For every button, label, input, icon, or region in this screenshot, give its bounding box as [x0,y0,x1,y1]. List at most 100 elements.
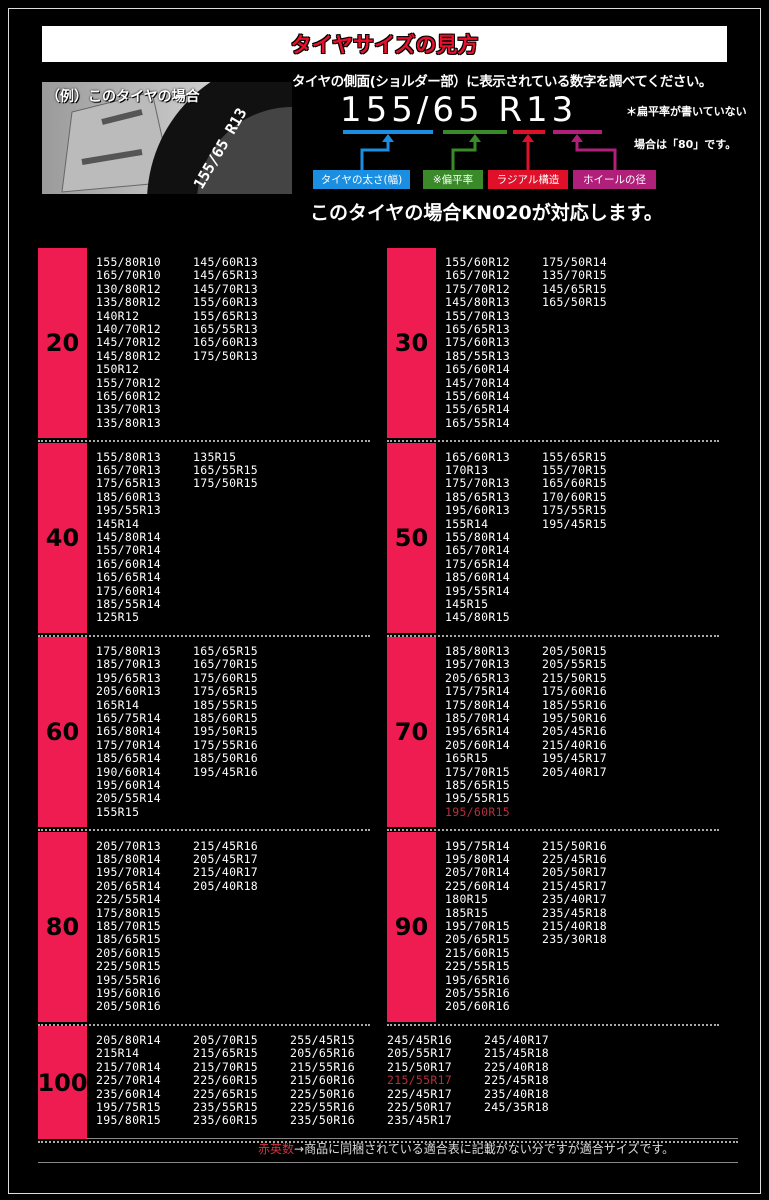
tire-size: 225/60R15 [193,1073,259,1088]
tire-size: 195/75R14 [445,838,511,853]
tire-size: 175/50R15 [193,476,259,491]
tire-size: 155R15 [96,804,140,819]
tire-size: 195/55R13 [96,503,162,518]
tire-size: 205/70R15 [193,1033,259,1047]
separator [38,634,370,637]
tire-size: 175/70R13 [445,476,511,491]
tire-size: 155/60R14 [445,389,511,403]
tire-size: 215/40R18 [542,918,608,933]
tire-size: 205/70R13 [96,838,162,853]
tire-size: 165/70R13 [96,462,162,477]
tire-size: 165/65R14 [96,570,162,585]
tire-size: 175/55R16 [193,737,259,752]
separator [387,829,719,831]
tire-size: 155/70R13 [445,308,511,323]
note-line: ＊扁平率が書いていない [626,105,747,118]
tire-size: 205/45R16 [542,724,608,739]
tire-size: 125R15 [96,610,140,625]
tire-size: 235/30R18 [542,932,608,947]
tire-size: 195/60R14 [96,778,162,792]
tire-size: 195/45R16 [193,764,259,779]
size-text: 155/65 R13 [340,90,578,130]
tire-size: 215/60R16 [290,1073,356,1088]
instruction: タイヤの側面(ショルダー部）に表示されている数字を調べてください。 [292,74,712,90]
tire-size: 165/60R14 [96,556,162,571]
tire-size: 195/60R13 [445,503,511,518]
tire-size: 185/55R14 [96,596,162,611]
tire-size: 195/55R15 [445,791,511,806]
tire-size: 205/65R14 [96,878,162,893]
example-label: （例）このタイヤの場合 [46,89,200,105]
tire-size: 235/45R17 [387,1113,453,1128]
tire-size: 185/65R13 [445,489,511,504]
divider [38,1138,738,1139]
tire-size: 145/70R14 [445,375,511,390]
tire-size: 175/60R14 [96,583,162,598]
tire-size: 195/50R16 [542,711,608,725]
tire-size: 185/65R14 [96,751,162,766]
tire-size: 225/50R15 [96,959,162,974]
tire-size: 145R15 [445,596,489,611]
tire-size: 205/50R15 [542,644,608,658]
tire-size: 175/65R15 [193,684,259,699]
tire-size: 145/65R15 [542,281,608,296]
tire-size: 205/80R14 [96,1033,162,1047]
tire-size: 165/60R15 [542,476,608,491]
tire-size: 175/70R12 [445,281,511,296]
tire-size: 215/55R17 [387,1073,453,1088]
tire-size: 205/70R14 [445,865,511,880]
tire-size: 195/50R15 [193,724,259,739]
tire-size: 215/60R15 [445,945,511,960]
note-line: 場合は「80」です。 [634,138,737,151]
tire-size: 215/40R17 [193,865,259,880]
group-label: 50 [387,442,436,633]
tire-size: 150R12 [96,362,140,377]
tire-size: 155/70R14 [96,543,162,558]
tire-size: 205/65R15 [445,932,511,947]
tire-size: 165/65R15 [193,644,259,658]
tire-size: 175/80R15 [96,905,162,920]
tire-size: 185/60R14 [445,570,511,585]
tire-size: 165/55R13 [193,322,259,336]
footer: 赤英数→商品に同梱されている適合表に記載がない分ですが適合サイズです。 [258,1140,674,1157]
tire-size: 195/70R14 [96,865,162,880]
separator [38,829,370,831]
tire-size: 175/80R14 [445,697,511,712]
tire-size: 170R13 [445,462,489,477]
tire-size: 215/45R17 [542,878,608,893]
tire-size: 165/60R12 [96,389,162,403]
tire-size: 155/65R14 [445,402,511,417]
divider [38,1162,738,1163]
tire-size: 145R14 [96,516,140,531]
tire-size: 195/45R17 [542,751,608,766]
tire-size: 225/45R16 [542,851,608,866]
tire-size: 185/70R14 [445,711,511,725]
tire-size: 215/70R15 [193,1059,259,1074]
separator [387,440,719,442]
tire-size: 145/80R13 [445,295,511,310]
tire-size: 225/60R14 [445,878,511,893]
tire-size: 225/70R14 [96,1073,162,1088]
tire-size: 155/70R12 [96,375,162,390]
tire-size: 215/50R16 [542,838,608,853]
tire-size: 205/55R14 [96,791,162,806]
tire-size: 195/80R14 [445,851,511,866]
group-label: 80 [38,831,87,1022]
tire-size: 185/70R15 [96,918,162,933]
tire-size: 235/60R15 [193,1113,259,1128]
group-label: 30 [387,248,436,438]
tire-size: 165/50R15 [542,295,608,310]
tire-size: 175/50R14 [542,255,608,269]
group-label: 70 [387,637,436,827]
tire-size: 205/50R17 [542,865,608,880]
tire-size: 165R15 [445,751,489,766]
tire-size: 205/45R17 [193,851,259,866]
tire-size: 235/40R18 [484,1086,550,1101]
tire-size: 205/40R17 [542,764,608,779]
tire-size: 155/65R15 [542,449,608,464]
tire-size: 170/60R15 [542,489,608,504]
example-image: 155/65 R13 [42,82,292,194]
tire-size: 155R14 [445,516,489,531]
tire-size: 215/40R16 [542,737,608,752]
